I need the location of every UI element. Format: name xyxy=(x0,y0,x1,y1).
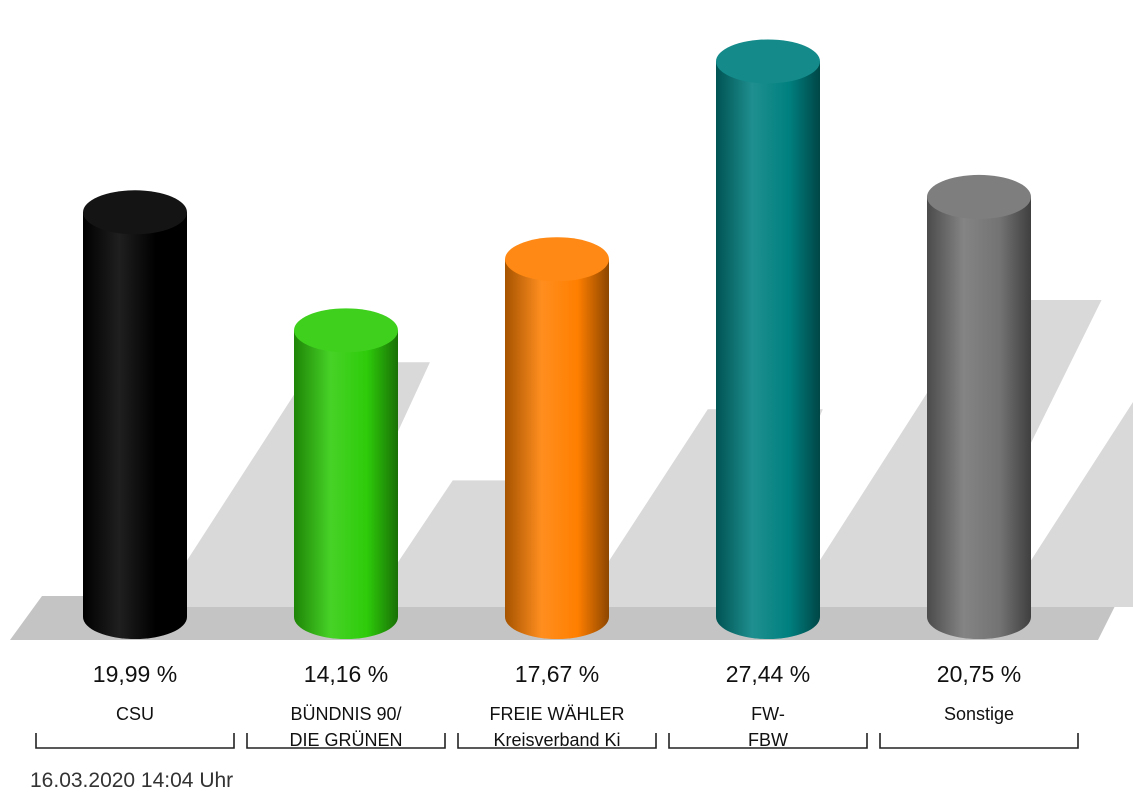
category-bracket xyxy=(668,733,868,749)
bar-body xyxy=(716,61,820,640)
category-label: FBW xyxy=(748,730,788,750)
bar-body xyxy=(505,259,609,639)
bar-top xyxy=(294,308,398,353)
bar-top xyxy=(927,174,1031,219)
category-label: Kreisverband Ki xyxy=(493,730,620,750)
bar-body xyxy=(927,196,1031,639)
bar-3 xyxy=(505,237,609,639)
category-label: FREIE WÄHLER xyxy=(489,704,624,724)
bar-body xyxy=(294,330,398,639)
value-label: 17,67 % xyxy=(515,661,599,687)
bars-layer xyxy=(83,39,1031,640)
value-label: 19,99 % xyxy=(93,661,177,687)
category-label: DIE GRÜNEN xyxy=(289,730,402,750)
category-label: CSU xyxy=(116,704,154,724)
bar-top xyxy=(716,39,820,84)
bar-shadow xyxy=(1001,401,1133,607)
category-bracket xyxy=(35,733,235,749)
bar-body xyxy=(83,212,187,640)
value-label: 27,44 % xyxy=(726,661,810,687)
value-label: 14,16 % xyxy=(304,661,388,687)
category-label: BÜNDNIS 90/ xyxy=(290,704,401,724)
bar-top xyxy=(83,190,187,235)
category-label: FW- xyxy=(751,704,785,724)
category-label: Sonstige xyxy=(944,704,1014,724)
bar-5 xyxy=(927,174,1031,639)
bar-4 xyxy=(716,39,820,640)
category-bracket xyxy=(457,733,657,749)
bar-top xyxy=(505,237,609,282)
bar-2 xyxy=(294,308,398,639)
category-bracket xyxy=(246,733,446,749)
category-bracket xyxy=(879,733,1079,749)
labels-layer: 19,99 % CSU 14,16 % BÜNDNIS 90/DIE GRÜNEN 17… xyxy=(35,661,1079,750)
bar-1 xyxy=(83,190,187,640)
value-label: 20,75 % xyxy=(937,661,1021,687)
timestamp-label: 16.03.2020 14:04 Uhr xyxy=(30,769,233,792)
